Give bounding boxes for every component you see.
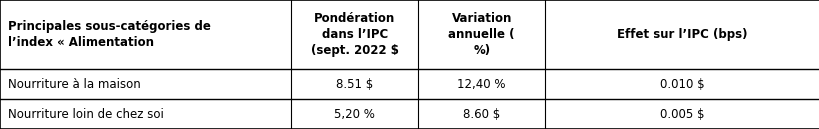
Text: 8.51 $: 8.51 $ [336, 78, 373, 91]
Text: Effet sur l’IPC (bps): Effet sur l’IPC (bps) [617, 28, 747, 41]
Text: Nourriture à la maison: Nourriture à la maison [8, 78, 141, 91]
Text: 0.010 $: 0.010 $ [659, 78, 704, 91]
Text: Pondération
dans l’IPC
(sept. 2022 $: Pondération dans l’IPC (sept. 2022 $ [310, 12, 398, 57]
Text: 0.005 $: 0.005 $ [659, 107, 704, 120]
Text: 8.60 $: 8.60 $ [463, 107, 500, 120]
Text: Variation
annuelle (
%): Variation annuelle ( %) [448, 12, 514, 57]
Text: 5,20 %: 5,20 % [334, 107, 374, 120]
Text: Nourriture loin de chez soi: Nourriture loin de chez soi [8, 107, 164, 120]
Text: 12,40 %: 12,40 % [457, 78, 505, 91]
Text: Principales sous-catégories de
l’index « Alimentation: Principales sous-catégories de l’index «… [8, 20, 210, 49]
